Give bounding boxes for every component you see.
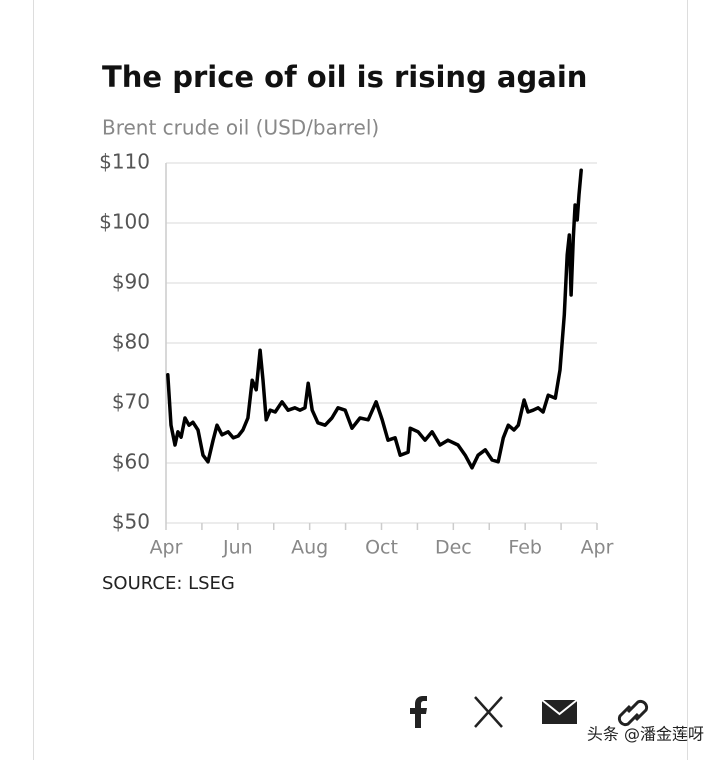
y-tick-label: $110 — [99, 150, 150, 174]
chart-source: SOURCE: LSEG — [102, 573, 235, 594]
y-tick-label: $90 — [112, 270, 150, 294]
chart-subtitle: Brent crude oil (USD/barrel) — [102, 116, 379, 140]
x-icon[interactable] — [474, 696, 503, 728]
watermark: 头条 @潘金莲呀 — [587, 725, 704, 744]
facebook-icon[interactable] — [410, 696, 427, 728]
y-tick-label: $60 — [112, 450, 150, 474]
x-tick-label: Jun — [222, 537, 253, 559]
share-bar — [410, 696, 649, 728]
x-tick-label: Apr — [150, 537, 183, 559]
mail-icon[interactable] — [541, 699, 578, 724]
x-tick-label: Aug — [291, 537, 328, 559]
chart-title: The price of oil is rising again — [102, 60, 587, 94]
x-tick-label: Dec — [435, 537, 472, 559]
x-tick-label: Apr — [581, 537, 614, 559]
y-tick-label: $80 — [112, 330, 150, 354]
x-tick-label: Oct — [365, 537, 398, 559]
y-tick-label: $50 — [112, 510, 150, 534]
link-icon[interactable] — [617, 699, 649, 727]
y-tick-label: $70 — [112, 390, 150, 414]
x-tick-label: Feb — [508, 537, 542, 559]
price-line — [166, 168, 583, 470]
y-tick-label: $100 — [99, 210, 150, 234]
